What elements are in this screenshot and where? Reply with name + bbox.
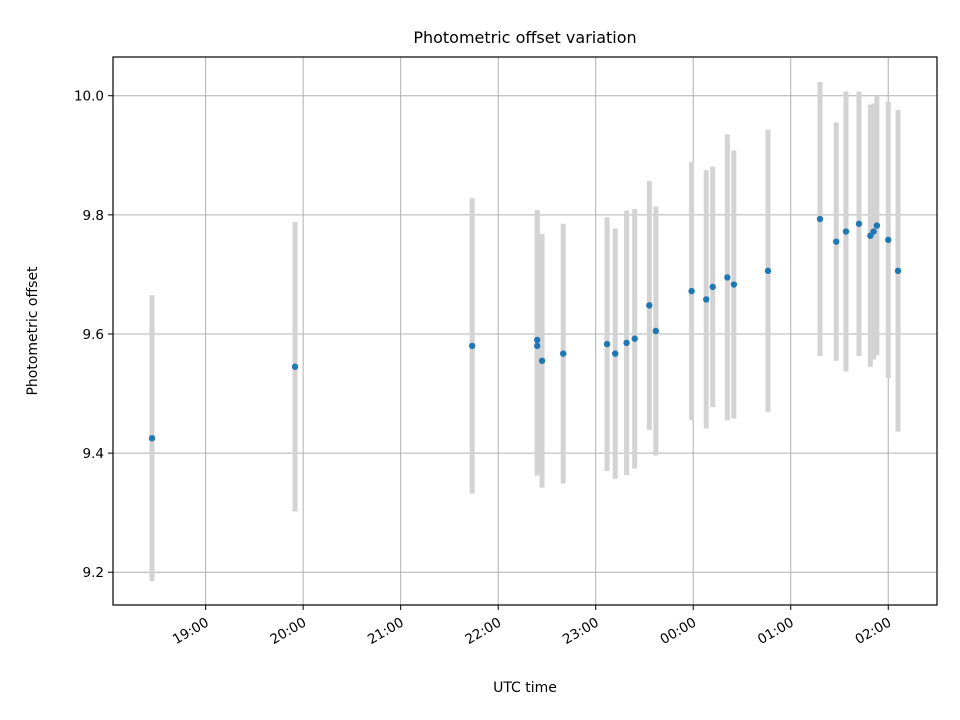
data-point <box>885 236 892 244</box>
plot-frame <box>112 56 938 606</box>
y-tick-label: 9.6 <box>83 327 104 343</box>
y-tick-label: 9.4 <box>83 446 104 462</box>
data-point <box>291 363 299 370</box>
y-axis-label: Photometric offset <box>25 266 41 396</box>
data-point <box>652 327 660 335</box>
data-point <box>533 336 541 344</box>
data-point <box>538 357 546 364</box>
data-point <box>148 435 156 442</box>
data-point <box>873 222 881 229</box>
data-point <box>612 350 619 357</box>
data-point <box>764 267 772 275</box>
data-point <box>646 302 653 309</box>
data-point <box>533 342 541 350</box>
data-points <box>148 215 902 442</box>
x-axis-label: UTC time <box>493 680 557 696</box>
y-tick-label: 9.8 <box>83 208 104 224</box>
data-point <box>623 339 630 347</box>
data-point <box>842 228 850 235</box>
data-point <box>730 281 738 288</box>
y-tick-label: 9.2 <box>83 565 104 581</box>
data-point <box>894 267 902 275</box>
data-point <box>631 335 638 342</box>
data-point <box>559 350 567 357</box>
data-point <box>468 342 476 350</box>
y-axis-ticks: 9.2 9.4 9.6 9.8 10.0 <box>74 89 113 581</box>
data-point <box>855 220 863 227</box>
data-point <box>833 238 840 245</box>
y-tick-label: 10.0 <box>74 89 104 105</box>
data-point <box>816 215 824 223</box>
data-point <box>688 287 695 295</box>
data-point <box>709 283 716 291</box>
data-point <box>870 228 877 235</box>
data-point <box>703 296 710 303</box>
data-point <box>724 274 731 281</box>
data-point <box>603 340 611 348</box>
chart-title: Photometric offset variation <box>413 28 636 47</box>
